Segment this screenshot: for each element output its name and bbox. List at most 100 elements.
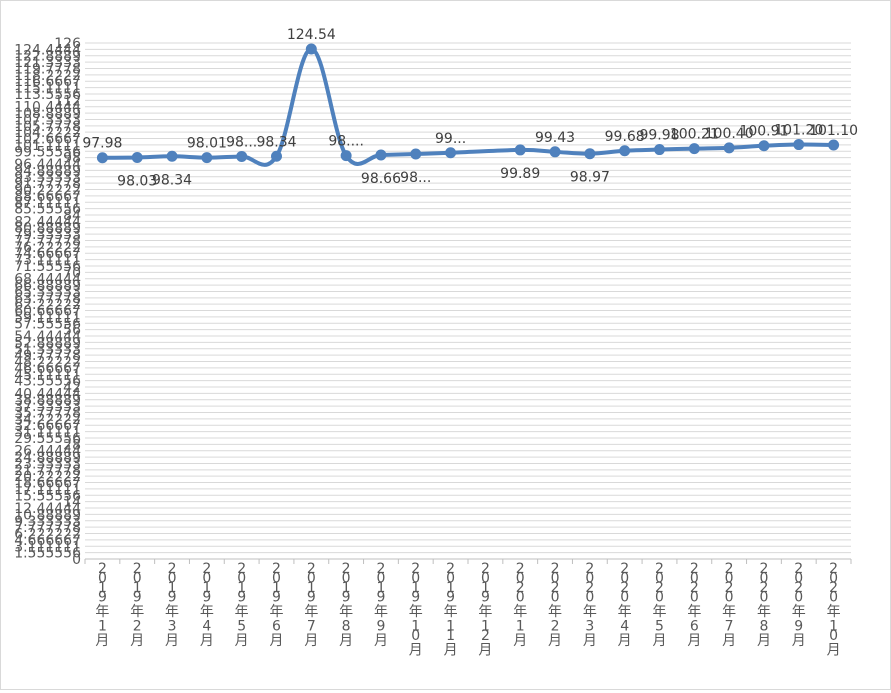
y-tick-label: 15.55556 [14, 488, 81, 504]
y-tick-label: 21.77778 [14, 463, 81, 479]
y-tick-label: 43.55556 [14, 374, 81, 390]
y-tick-label: 57.55556 [14, 316, 81, 332]
y-tick-label: 7.777778 [14, 520, 81, 536]
y-tick-label: 122.8889 [14, 49, 81, 65]
y-tick-label: 0 [72, 552, 81, 568]
y-tick-label: 108.8889 [14, 106, 81, 122]
axes [84, 558, 852, 564]
y-tick-label: 107.3333 [14, 112, 81, 128]
y-tick-label: 124.4444 [14, 42, 81, 58]
y-tick-label: 4.666667 [14, 533, 81, 549]
y-tick-label: 126 [54, 36, 81, 52]
y-tick-label: 54.44444 [14, 329, 81, 345]
y-tick-label: 10.88889 [14, 507, 81, 523]
y-tick-label: 59.11111 [14, 310, 81, 326]
y-tick-label: 119.7778 [14, 61, 81, 77]
y-tick-label: 96.44444 [14, 157, 81, 173]
y-tick-label: 87.11111 [14, 195, 81, 211]
data-point [723, 142, 735, 154]
y-tick-label: 37.33333 [14, 399, 81, 415]
y-tick-label: 6.222222 [14, 527, 81, 543]
data-label: 100.40 [705, 126, 754, 142]
y-tick-label: 20.22222 [14, 469, 81, 485]
y-tick-label: 88.66667 [14, 189, 81, 205]
y-tick-label: 121.3333 [14, 55, 81, 71]
y-tick-label: 52.88889 [14, 335, 81, 351]
y-tick-label: 112 [54, 93, 81, 109]
y-tick-label: 12.44444 [14, 501, 81, 517]
y-tick-label: 48.22222 [14, 355, 81, 371]
y-tick-label: 93.33333 [14, 170, 81, 186]
y-tick-label: 110.4444 [14, 100, 81, 116]
data-label: 98.97 [570, 170, 610, 186]
data-label: 124.54 [287, 27, 336, 43]
data-label: 98... [226, 134, 257, 150]
data-point [236, 150, 248, 162]
y-tick-label: 29.55556 [14, 431, 81, 447]
data-point [758, 140, 770, 152]
y-tick-label: 51.33333 [14, 342, 81, 358]
y-tick-label: 42 [63, 380, 81, 396]
data-label: 101.20 [774, 123, 823, 139]
y-tick-label: 101.1111 [14, 138, 81, 154]
series-line-path [100, 46, 836, 167]
data-points [96, 43, 840, 164]
y-tick-label: 98 [63, 151, 81, 167]
data-point [828, 139, 840, 151]
data-label: 101.10 [809, 123, 858, 139]
data-point [201, 152, 213, 164]
y-tick-label: 23.33333 [14, 456, 81, 472]
gridlines [85, 42, 851, 554]
data-point [793, 139, 805, 151]
y-tick-label: 9.333333 [14, 514, 81, 530]
y-tick-label: 74.66667 [14, 246, 81, 262]
y-tick-label: 24.88889 [14, 450, 81, 466]
y-tick-label: 104.2222 [14, 125, 81, 141]
data-point [514, 144, 526, 156]
y-tick-label: 60.66667 [14, 304, 81, 320]
y-axis-tick-labels: 01.5555563.1111114.6666676.2222227.77777… [14, 36, 81, 568]
data-label: 98.66 [361, 171, 401, 187]
data-point [410, 148, 422, 160]
data-point [654, 144, 665, 156]
data-point [445, 147, 457, 159]
y-tick-label: 82.44444 [14, 214, 81, 230]
data-label: 98.03 [117, 174, 157, 190]
y-tick-label: 99.55556 [14, 144, 81, 160]
y-tick-label: 31.11111 [14, 425, 81, 441]
data-point [305, 43, 317, 55]
y-tick-label: 91.77778 [14, 176, 81, 192]
y-tick-label: 17.11111 [14, 482, 81, 498]
y-tick-label: 34.22222 [14, 412, 81, 428]
y-tick-label: 35.77778 [14, 405, 81, 421]
y-tick-label: 62.22222 [14, 297, 81, 313]
y-tick-label: 113.5556 [14, 87, 81, 103]
data-point [96, 152, 108, 164]
y-tick-label: 71.55556 [14, 259, 81, 275]
data-label: 100.91 [739, 124, 788, 140]
data-label: 99.98 [639, 128, 679, 144]
y-tick-label: 80.88889 [14, 221, 81, 237]
y-tick-label: 32.66667 [14, 418, 81, 434]
data-label: 99.43 [535, 130, 575, 146]
data-label: 100.21 [670, 127, 719, 143]
data-point [549, 146, 561, 158]
y-tick-label: 63.77778 [14, 291, 81, 307]
